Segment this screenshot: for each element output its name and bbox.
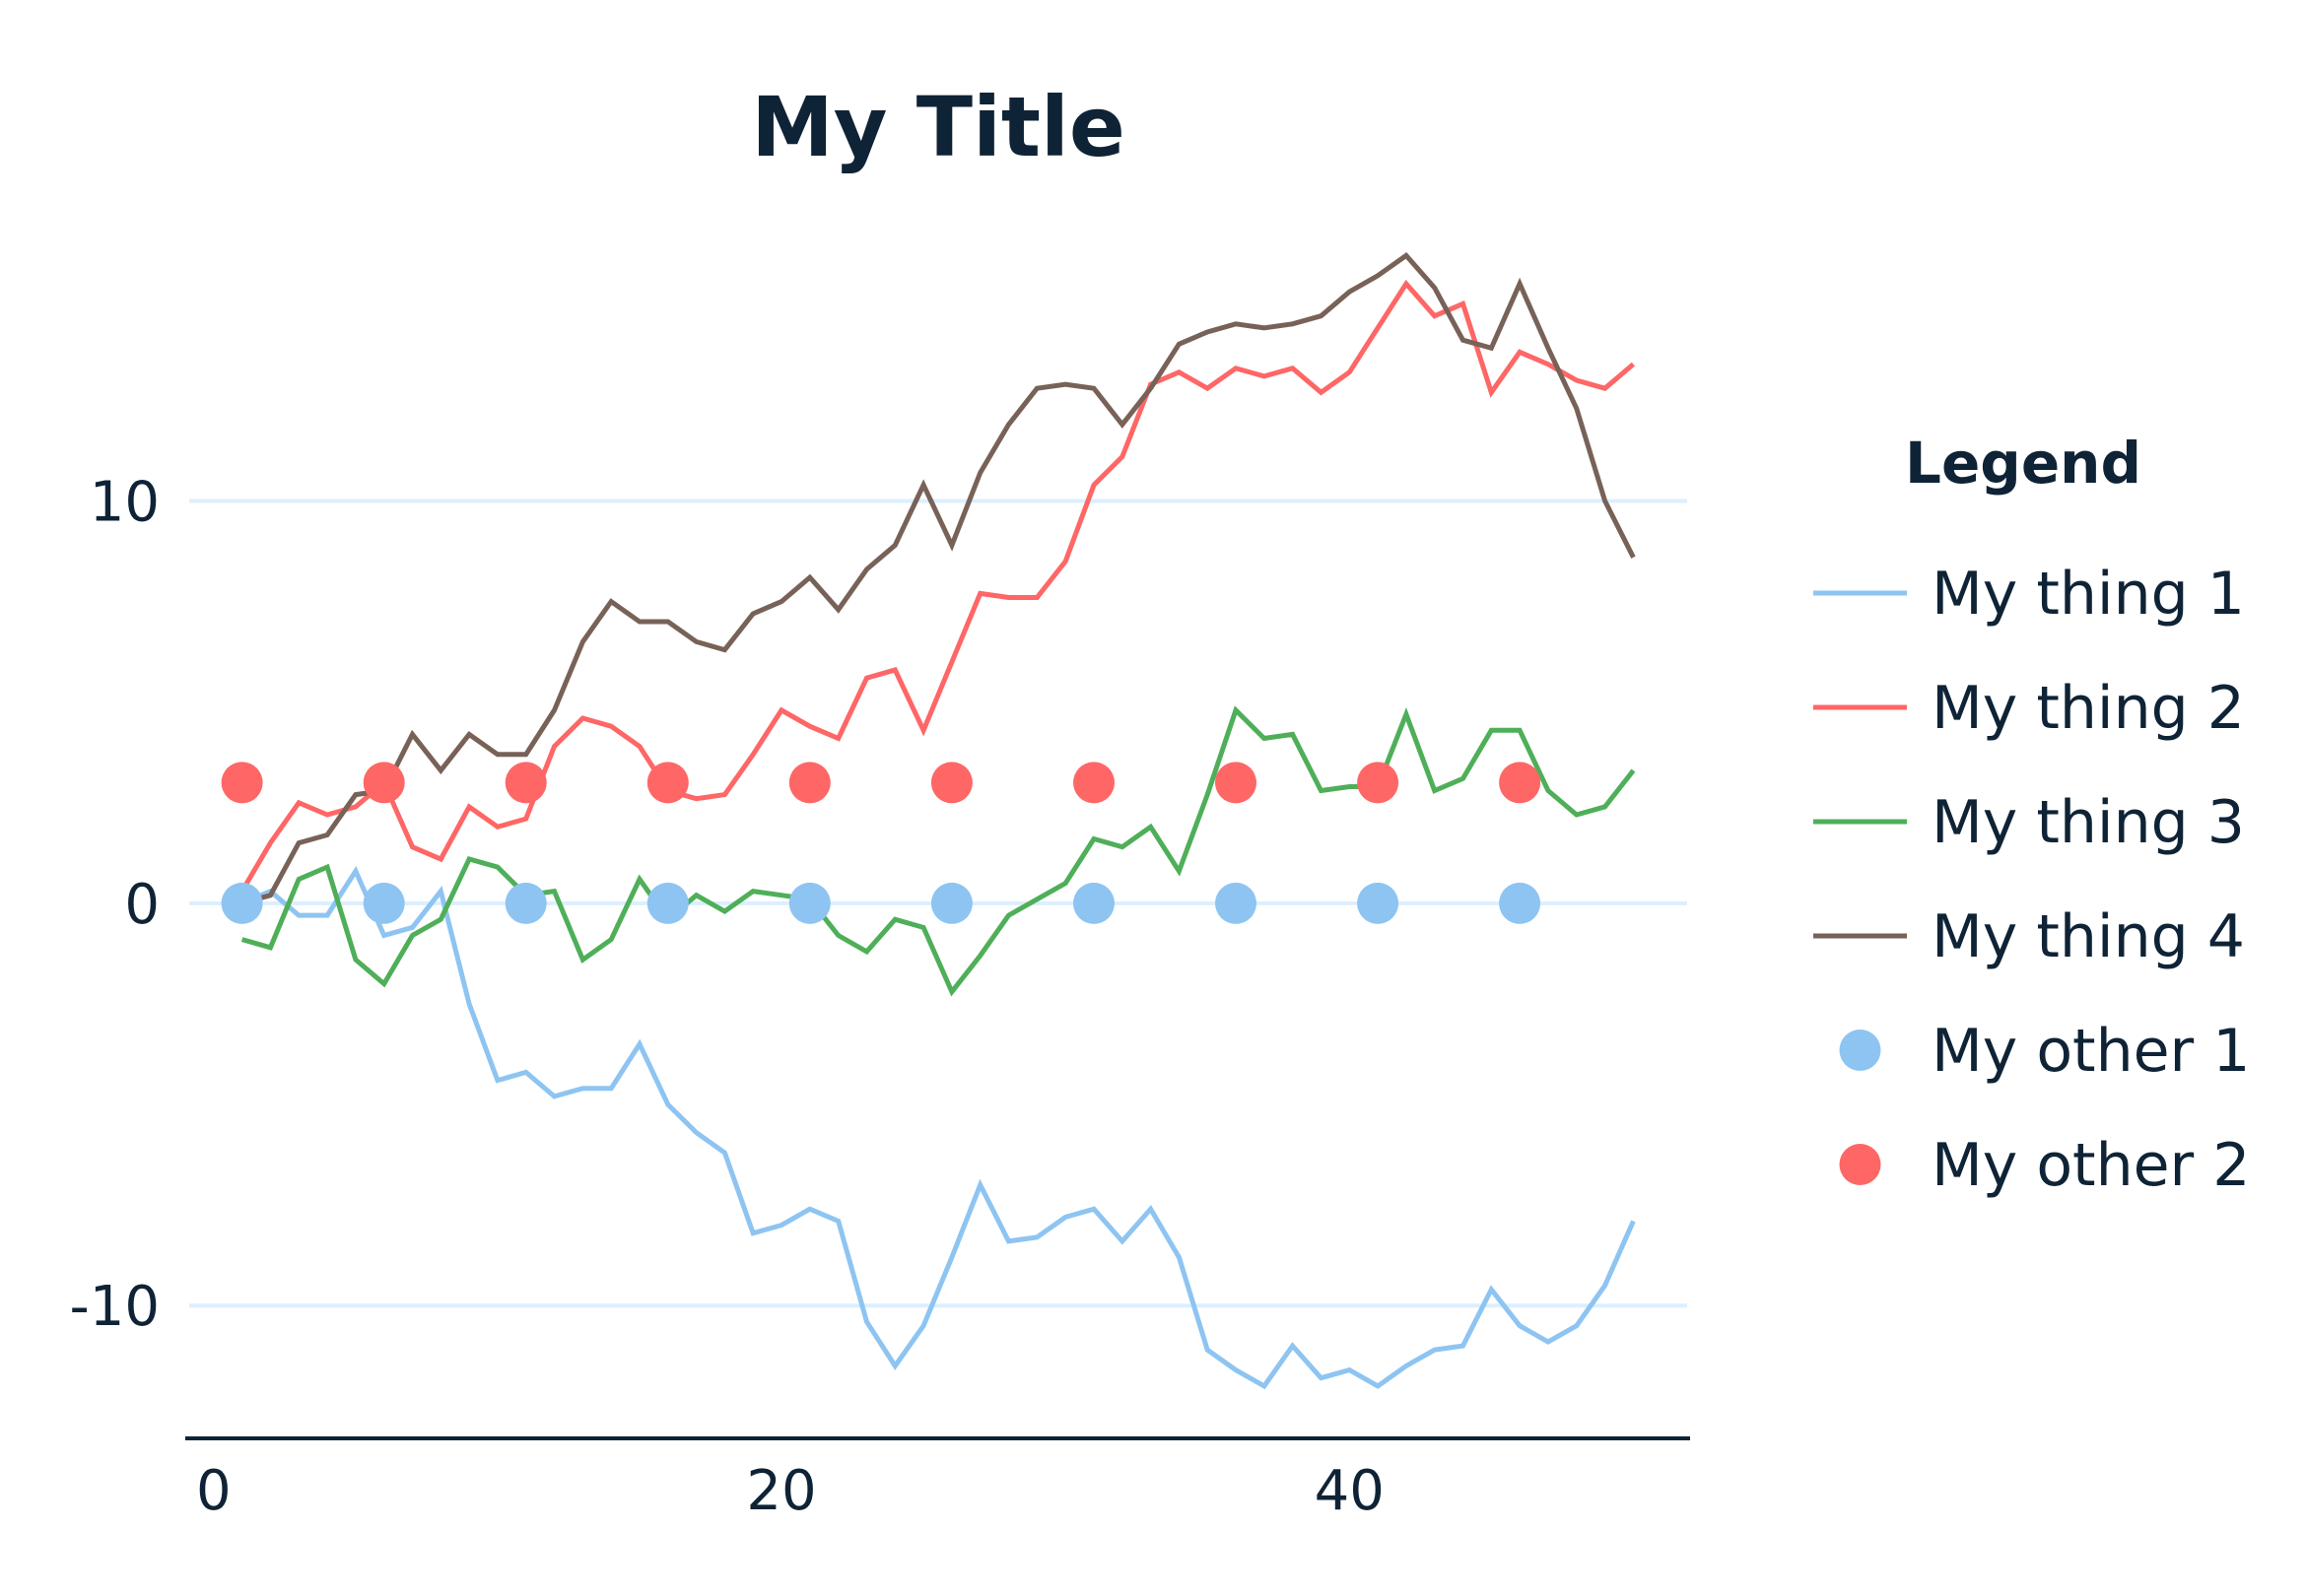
- scatter-point-1: [646, 882, 689, 924]
- series-line-2: [239, 279, 1636, 893]
- scatter-point-1: [930, 882, 973, 924]
- legend-label: My thing 4: [1932, 902, 2245, 971]
- chart-title: My Title: [751, 79, 1125, 175]
- scatter-point-1: [1357, 882, 1399, 924]
- scatter-point-1: [788, 882, 831, 924]
- legend-swatch-dot: [1839, 1144, 1881, 1185]
- scatter-point-1: [1499, 882, 1541, 924]
- scatter-point-2: [646, 762, 689, 804]
- scatter-point-2: [1215, 762, 1256, 804]
- x-tick-label: 20: [746, 1459, 816, 1523]
- x-tick-label: 40: [1315, 1459, 1385, 1523]
- scatter-point-1: [505, 882, 547, 924]
- x-axis-ticks: 0 20 40: [196, 1459, 1385, 1523]
- y-tick-label: 10: [90, 471, 160, 535]
- scatter-point-1: [363, 882, 405, 924]
- scatter-point-1: [1215, 882, 1256, 924]
- scatter-point-1: [1073, 882, 1115, 924]
- legend-title: Legend: [1905, 430, 2141, 497]
- scatter-point-2: [1073, 762, 1115, 804]
- legend-label: My thing 2: [1932, 674, 2245, 743]
- plot-area: [221, 252, 1636, 1390]
- y-axis-ticks: 10 0 -10: [70, 471, 160, 1340]
- legend-label: My other 2: [1932, 1131, 2250, 1200]
- scatter-point-2: [221, 762, 263, 804]
- scatter-point-2: [788, 762, 831, 804]
- legend-label: My thing 3: [1932, 788, 2245, 857]
- scatter-point-2: [505, 762, 547, 804]
- legend-items: My thing 1 My thing 2 My thing 3 My thing 4…: [1813, 560, 2250, 1200]
- legend-label: My other 1: [1932, 1017, 2250, 1086]
- y-tick-label: 0: [124, 873, 160, 937]
- legend-swatch-dot: [1839, 1030, 1881, 1071]
- series-line-1: [240, 865, 1636, 1390]
- series-line-3: [240, 705, 1636, 997]
- legend-label: My thing 1: [1932, 560, 2245, 629]
- y-tick-label: -10: [70, 1275, 160, 1339]
- x-tick-label: 0: [196, 1459, 232, 1523]
- scatter-point-1: [221, 882, 263, 924]
- series-line-4: [240, 252, 1636, 906]
- scatter-point-2: [1499, 762, 1541, 804]
- scatter-point-2: [1357, 762, 1399, 804]
- legend: Legend My thing 1My thing 2My thing 3My …: [1813, 430, 2250, 1200]
- scatter-point-2: [363, 762, 405, 804]
- scatter-point-2: [930, 762, 973, 804]
